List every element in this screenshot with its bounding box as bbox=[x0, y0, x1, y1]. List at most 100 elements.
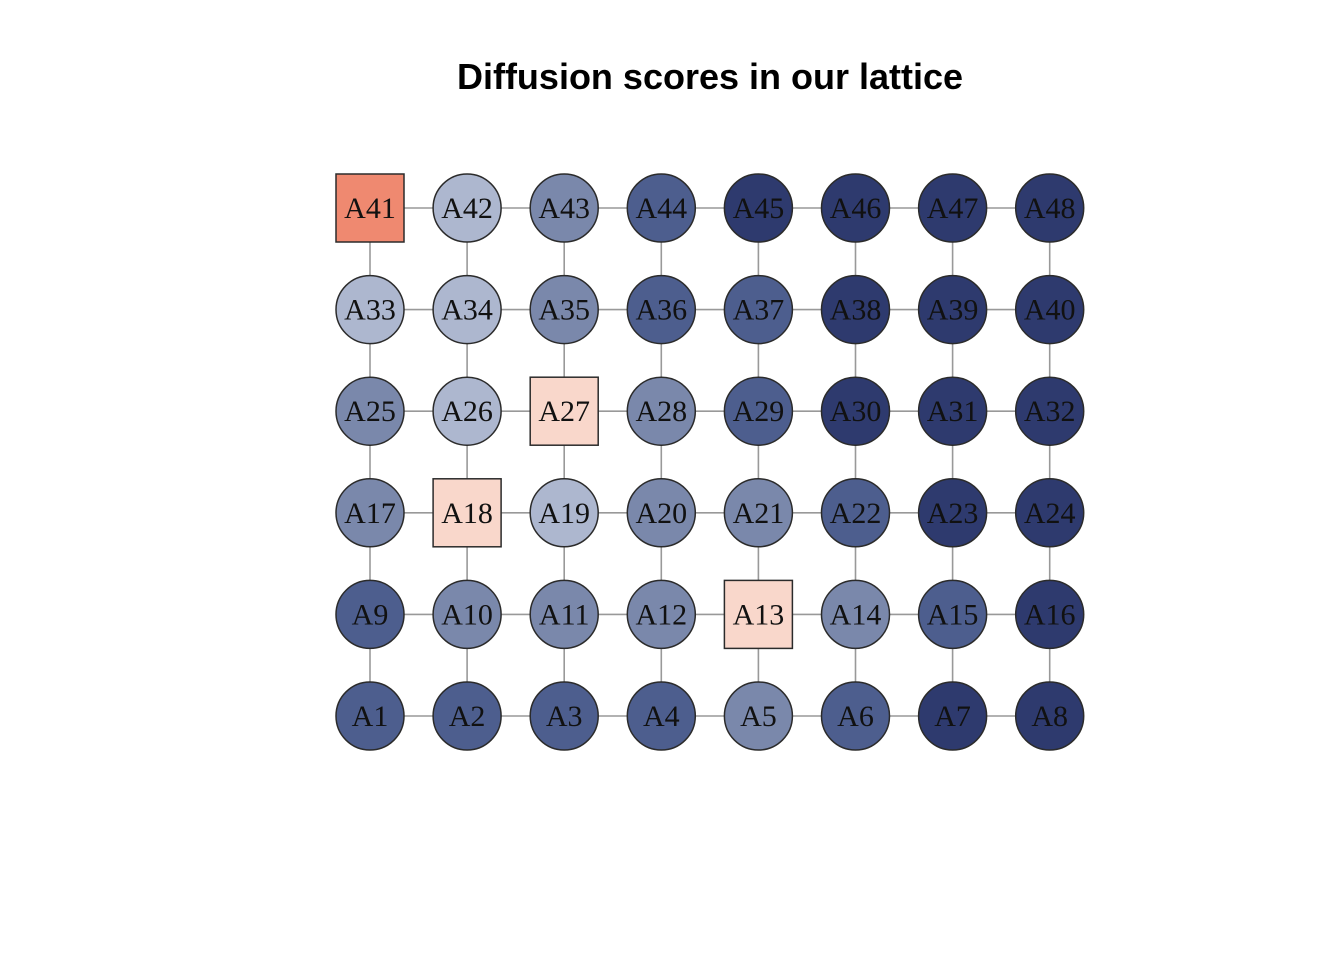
node-label: A42 bbox=[441, 192, 493, 225]
node-circle bbox=[626, 681, 697, 751]
node-label: A34 bbox=[441, 294, 493, 327]
node-circle bbox=[432, 173, 502, 243]
node-circle bbox=[529, 274, 599, 345]
node-a36: A36 bbox=[626, 274, 697, 345]
node-circle bbox=[917, 376, 988, 446]
node-label: A37 bbox=[733, 294, 785, 327]
node-label: A24 bbox=[1024, 497, 1076, 530]
node-a29: A29 bbox=[723, 376, 794, 446]
node-label: A4 bbox=[643, 700, 680, 733]
node-circle bbox=[432, 681, 502, 751]
node-label: A14 bbox=[830, 598, 882, 631]
node-a22: A22 bbox=[820, 478, 891, 548]
node-label: A41 bbox=[344, 192, 396, 225]
node-circle bbox=[1014, 274, 1085, 345]
node-circle bbox=[432, 274, 502, 345]
node-a19: A19 bbox=[529, 478, 599, 548]
node-a12: A12 bbox=[626, 579, 697, 650]
node-label: A2 bbox=[449, 700, 486, 733]
node-circle bbox=[626, 579, 697, 650]
node-a15: A15 bbox=[917, 579, 988, 650]
node-a40: A40 bbox=[1014, 274, 1085, 345]
node-circle bbox=[723, 681, 794, 751]
node-circle bbox=[335, 376, 405, 446]
node-a16: A16 bbox=[1014, 579, 1085, 650]
node-circle bbox=[723, 274, 794, 345]
node-a18: A18 bbox=[432, 478, 502, 548]
node-a6: A6 bbox=[820, 681, 891, 751]
node-a5: A5 bbox=[723, 681, 794, 751]
node-circle bbox=[529, 478, 599, 548]
node-a45: A45 bbox=[723, 173, 794, 243]
node-label: A40 bbox=[1024, 294, 1076, 327]
node-label: A9 bbox=[352, 598, 389, 631]
node-a7: A7 bbox=[917, 681, 988, 751]
node-label: A36 bbox=[635, 294, 687, 327]
node-label: A43 bbox=[538, 192, 590, 225]
node-circle bbox=[1014, 376, 1085, 446]
node-circle bbox=[335, 478, 405, 548]
node-a10: A10 bbox=[432, 579, 502, 650]
node-label: A10 bbox=[441, 598, 493, 631]
node-a48: A48 bbox=[1014, 173, 1085, 243]
node-circle bbox=[820, 681, 891, 751]
node-circle bbox=[626, 478, 697, 548]
node-label: A31 bbox=[927, 395, 979, 428]
node-a25: A25 bbox=[335, 376, 405, 446]
node-a2: A2 bbox=[432, 681, 502, 751]
node-label: A16 bbox=[1024, 598, 1076, 631]
node-label: A12 bbox=[635, 598, 687, 631]
node-a41: A41 bbox=[335, 173, 405, 243]
node-circle bbox=[723, 478, 794, 548]
node-circle bbox=[917, 173, 988, 243]
node-a34: A34 bbox=[432, 274, 502, 345]
node-circle bbox=[626, 274, 697, 345]
node-label: A18 bbox=[441, 497, 493, 530]
node-label: A46 bbox=[830, 192, 882, 225]
node-label: A26 bbox=[441, 395, 493, 428]
node-label: A39 bbox=[927, 294, 979, 327]
node-circle bbox=[723, 376, 794, 446]
node-a13: A13 bbox=[723, 579, 794, 650]
node-circle bbox=[432, 376, 502, 446]
node-a37: A37 bbox=[723, 274, 794, 345]
node-a39: A39 bbox=[917, 274, 988, 345]
node-square bbox=[335, 173, 405, 243]
node-circle bbox=[1014, 681, 1085, 751]
node-a31: A31 bbox=[917, 376, 988, 446]
node-a47: A47 bbox=[917, 173, 988, 243]
node-label: A20 bbox=[635, 497, 687, 530]
node-a20: A20 bbox=[626, 478, 697, 548]
node-circle bbox=[820, 579, 891, 650]
node-label: A45 bbox=[733, 192, 785, 225]
node-circle bbox=[917, 681, 988, 751]
node-a35: A35 bbox=[529, 274, 599, 345]
node-a46: A46 bbox=[820, 173, 891, 243]
node-circle bbox=[529, 173, 599, 243]
node-label: A38 bbox=[830, 294, 882, 327]
node-label: A28 bbox=[635, 395, 687, 428]
node-label: A22 bbox=[830, 497, 882, 530]
node-label: A47 bbox=[927, 192, 979, 225]
node-a24: A24 bbox=[1014, 478, 1085, 548]
node-label: A6 bbox=[837, 700, 874, 733]
node-a14: A14 bbox=[820, 579, 891, 650]
node-label: A23 bbox=[927, 497, 979, 530]
node-circle bbox=[820, 478, 891, 548]
node-label: A33 bbox=[344, 294, 396, 327]
node-a27: A27 bbox=[529, 376, 599, 446]
node-a21: A21 bbox=[723, 478, 794, 548]
node-circle bbox=[917, 478, 988, 548]
node-circle bbox=[432, 579, 502, 650]
node-label: A44 bbox=[635, 192, 687, 225]
node-label: A11 bbox=[539, 598, 590, 631]
node-label: A25 bbox=[344, 395, 396, 428]
node-a23: A23 bbox=[917, 478, 988, 548]
node-label: A17 bbox=[344, 497, 396, 530]
node-label: A19 bbox=[538, 497, 590, 530]
node-a26: A26 bbox=[432, 376, 502, 446]
node-a44: A44 bbox=[626, 173, 697, 243]
node-circle bbox=[626, 173, 697, 243]
node-circle bbox=[723, 173, 794, 243]
